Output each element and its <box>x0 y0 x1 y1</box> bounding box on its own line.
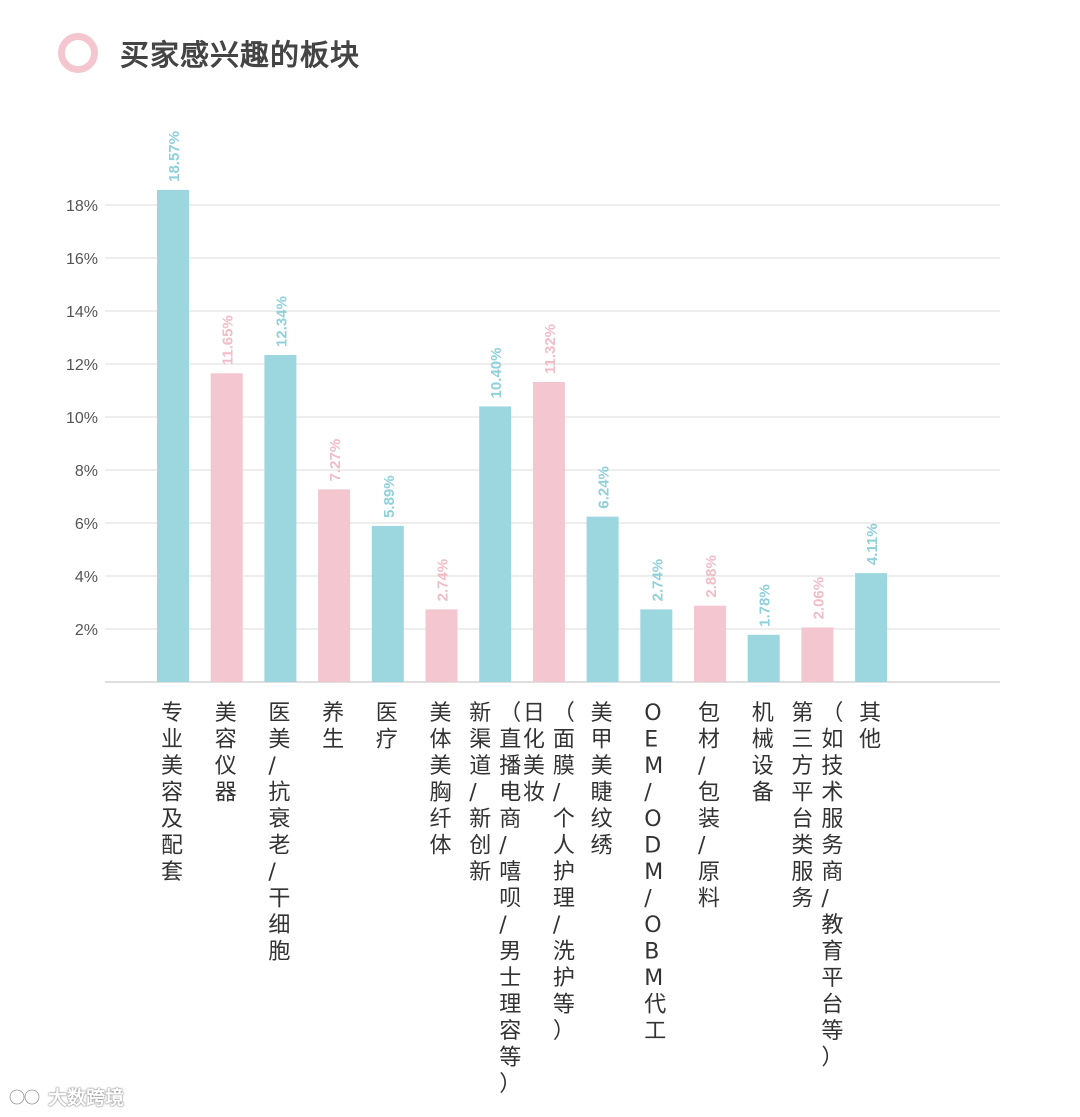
value-label: 2.06% <box>810 577 827 620</box>
bar <box>425 609 458 682</box>
watermark-text: 大数跨境 <box>48 1087 125 1109</box>
category-label: （如技术服务商/教育平台等） <box>821 701 843 1071</box>
watermark: 大数跨境 <box>8 1083 124 1110</box>
bar <box>801 627 834 682</box>
category-label: 第三方平台类服务 <box>791 701 813 912</box>
value-label: 2.74% <box>435 559 452 602</box>
bar <box>371 525 404 682</box>
bar <box>479 406 512 682</box>
y-tick-label: 14% <box>66 304 98 321</box>
y-tick-label: 2% <box>75 622 98 639</box>
value-label: 11.65% <box>220 315 237 365</box>
category-label: （直播电商/嘻呗/男士理容等） <box>499 701 521 1097</box>
category-label: 包材/包装/原料 <box>698 701 720 912</box>
category-label: O E M / O D M / O B M 代工 <box>644 701 666 1044</box>
value-label: 1.78% <box>757 584 774 627</box>
value-label: 2.74% <box>649 559 666 602</box>
category-label: 养生 <box>322 701 344 753</box>
y-tick-label: 8% <box>75 463 98 480</box>
y-tick-label: 10% <box>66 410 98 427</box>
y-tick-label: 18% <box>66 198 98 215</box>
value-label: 12.34% <box>273 296 290 347</box>
bar <box>640 609 673 682</box>
y-tick-label: 12% <box>66 357 98 374</box>
category-label: 医美/抗衰老/干细胞 <box>268 701 290 965</box>
bar <box>855 573 888 682</box>
bar <box>318 489 351 682</box>
value-label: 6.24% <box>596 466 613 509</box>
category-label: 日化美妆 <box>523 701 545 806</box>
category-label: 专业美容及配套 <box>161 701 183 885</box>
category-label: （面膜/个人护理/洗护等） <box>553 701 575 1044</box>
value-label: 7.27% <box>327 439 344 482</box>
category-label: 美容仪器 <box>215 701 237 806</box>
y-tick-label: 4% <box>75 569 98 586</box>
title-ring-icon <box>58 33 98 73</box>
bar <box>586 516 619 682</box>
y-tick-label: 16% <box>66 251 98 268</box>
value-label: 11.32% <box>542 324 559 374</box>
y-tick-label: 6% <box>75 516 98 533</box>
value-label: 5.89% <box>381 475 398 518</box>
bar <box>157 189 189 682</box>
value-label: 2.88% <box>703 555 720 598</box>
watermark-logo-icon <box>8 1088 41 1105</box>
value-label: 4.11% <box>864 523 881 565</box>
category-label: 机械设备 <box>752 701 774 806</box>
category-label: 美体美胸纤体 <box>430 701 452 859</box>
bar <box>747 634 780 682</box>
value-label: 18.57% <box>166 131 183 182</box>
bar <box>694 605 726 682</box>
bar <box>264 354 297 682</box>
value-label: 10.40% <box>488 348 505 399</box>
bar <box>210 373 243 682</box>
category-label: 新渠道/新创新 <box>469 701 491 885</box>
category-label: 美甲美睫纹绣 <box>591 701 613 859</box>
category-label: 医疗 <box>376 701 398 753</box>
bar <box>532 382 565 682</box>
chart-title: 买家感兴趣的板块 <box>120 38 361 72</box>
category-label: 其他 <box>859 701 881 753</box>
chart-header: 买家感兴趣的板块 <box>58 30 360 76</box>
